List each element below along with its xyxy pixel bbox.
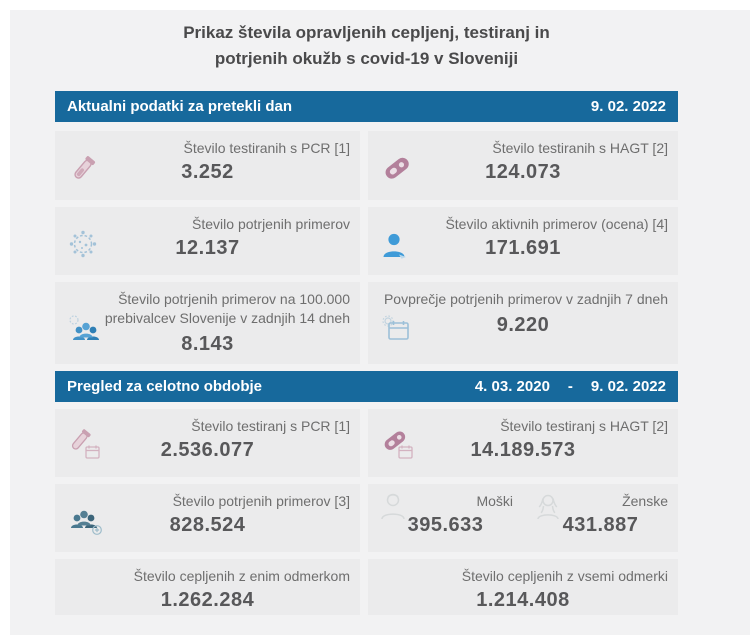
gender-male-panel: Moški 395.633	[368, 484, 523, 552]
stat-label: Povprečje potrjenih primerov v zadnjih 7…	[383, 291, 668, 307]
stat-value: 2.536.077	[160, 438, 255, 461]
stat-label: Število testiranj s PCR [1]	[191, 418, 350, 434]
stat-label: Število potrjenih primerov [3]	[172, 493, 350, 509]
stat-label: Število testiranih s HAGT [2]	[492, 140, 668, 156]
section-date-start: 4. 03. 2020	[474, 378, 550, 395]
card-pcr-tests-total: Število testiranj s PCR [1] 2.536.077	[55, 409, 360, 477]
stat-value: 395.633	[407, 513, 484, 536]
card-confirmed-total: Število potrjenih primerov [3] 828.524	[55, 484, 360, 552]
antigen-test-icon	[380, 151, 414, 190]
stat-label: Število testiranj s HAGT [2]	[500, 418, 668, 434]
stat-label: Ženske	[622, 493, 668, 509]
stat-value: 828.524	[169, 513, 246, 536]
stat-value: 1.262.284	[160, 588, 255, 611]
stat-value: 3.252	[181, 160, 234, 183]
card-hagt-tested: Število testiranih s HAGT [2] 124.073	[368, 131, 678, 200]
stat-value: 431.887	[562, 513, 639, 536]
card-vaccinated-one-dose: Število cepljenih z enim odmerkom 1.262.…	[55, 559, 360, 615]
stat-label: Število potrjenih primerov na 100.000 pr…	[104, 291, 350, 326]
male-icon	[378, 490, 408, 527]
person-icon	[380, 230, 410, 265]
stat-label: Moški	[476, 493, 513, 509]
pcr-test-tube-icon	[67, 151, 101, 190]
people-virus-icon	[67, 313, 105, 352]
card-by-gender: Moški 395.633 Ženske 431.887	[368, 484, 678, 552]
section-header-current-day: Aktualni podatki za pretekli dan 9. 02. …	[55, 91, 678, 122]
page-title: Prikaz števila opravljenih cepljenj, tes…	[55, 0, 678, 72]
section-date-end: 9. 02. 2022	[590, 378, 666, 395]
people-plus-icon	[67, 503, 105, 542]
section-date: 9. 02. 2022	[590, 98, 666, 115]
antigen-test-calendar-icon	[380, 426, 416, 467]
female-icon	[533, 490, 563, 527]
section-title: Aktualni podatki za pretekli dan	[67, 98, 293, 115]
card-14day-incidence: Število potrjenih primerov na 100.000 pr…	[55, 282, 360, 364]
card-active-cases: Število aktivnih primerov (ocena) [4] 17…	[368, 207, 678, 275]
card-confirmed-cases: Število potrjenih primerov 12.137	[55, 207, 360, 275]
stat-value: 171.691	[485, 236, 561, 259]
stat-value: 14.189.573	[470, 438, 576, 461]
card-vaccinated-all-doses: Število cepljenih z vsemi odmerki 1.214.…	[368, 559, 678, 615]
stat-label: Število potrjenih primerov	[192, 216, 350, 232]
stat-label: Število testiranih s PCR [1]	[183, 140, 350, 156]
pcr-test-tube-calendar-icon	[67, 426, 103, 467]
card-pcr-tested: Število testiranih s PCR [1] 3.252	[55, 131, 360, 200]
virus-icon	[67, 228, 99, 265]
section-title: Pregled za celotno obdobje	[67, 378, 263, 395]
card-hagt-tests-total: Število testiranj s HAGT [2] 14.189.573	[368, 409, 678, 477]
stat-label: Število aktivnih primerov (ocena) [4]	[445, 216, 668, 232]
stat-value: 8.143	[181, 332, 234, 355]
page-title-line1: Prikaz števila opravljenih cepljenj, tes…	[183, 23, 550, 42]
gender-female-panel: Ženske 431.887	[523, 484, 678, 552]
section-header-whole-period: Pregled za celotno obdobje 4. 03. 2020 -…	[55, 371, 678, 402]
page-title-line2: potrjenih okužb s covid-19 v Sloveniji	[214, 49, 519, 68]
stat-label: Število cepljenih z enim odmerkom	[133, 568, 350, 584]
calendar-gear-icon	[380, 313, 414, 352]
card-7day-average: Povprečje potrjenih primerov v zadnjih 7…	[368, 282, 678, 364]
stat-value: 1.214.408	[476, 588, 570, 611]
stat-value: 9.220	[496, 313, 550, 336]
stat-value: 124.073	[485, 160, 561, 183]
stat-value: 12.137	[175, 236, 240, 259]
date-range-dash: -	[567, 378, 573, 395]
stat-label: Število cepljenih z vsemi odmerki	[461, 568, 668, 584]
